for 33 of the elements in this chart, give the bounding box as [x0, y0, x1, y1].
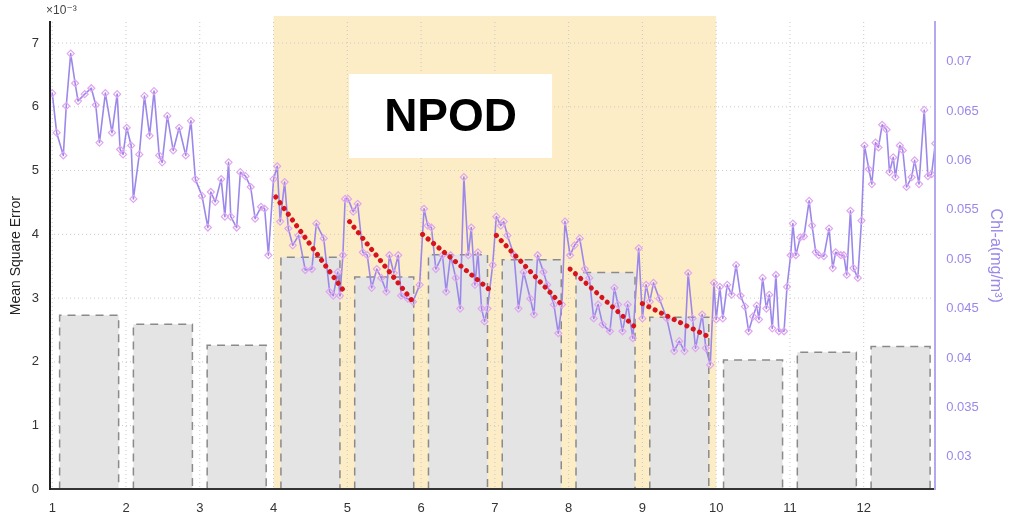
- y2-tick-label: 0.035: [946, 398, 979, 414]
- x-tick-label: 4: [269, 499, 278, 515]
- y2-tick-label: 0.05: [946, 250, 972, 266]
- y-axis-title: Mean Square Error: [7, 195, 24, 316]
- y-tick-label: 2: [31, 353, 40, 369]
- y2-tick-label: 0.03: [946, 448, 972, 464]
- band-label: NPOD: [384, 88, 518, 141]
- x-tick-label: 3: [196, 499, 204, 515]
- y-tick-label: 4: [31, 225, 40, 241]
- x-tick-label: 10: [708, 499, 724, 515]
- y2-tick-label: 0.04: [946, 349, 972, 365]
- x-tick-label: 11: [783, 499, 797, 515]
- x-tick-label: 5: [343, 499, 351, 515]
- y2-tick-label: 0.07: [946, 53, 972, 69]
- y-tick-label: 7: [31, 34, 40, 50]
- y-tick-label: 0: [31, 480, 40, 496]
- x-tick-label: 9: [638, 499, 647, 515]
- text: ×10⁻³: [46, 3, 77, 18]
- y-tick-label: 6: [31, 98, 40, 114]
- y2-tick-label: 0.065: [946, 102, 979, 118]
- y-tick-label: 1: [31, 417, 40, 433]
- x-tick-label: 6: [417, 499, 425, 515]
- y-tick-label: 5: [31, 162, 40, 178]
- y-tick-label: 3: [31, 289, 40, 305]
- x-tick-label: 7: [491, 499, 499, 515]
- x-tick-label: 1: [48, 499, 56, 515]
- y2-tick-label: 0.055: [946, 201, 979, 217]
- y2-axis-title: Chl-a(mg/m³): [987, 208, 1005, 303]
- y2-tick-label: 0.06: [946, 151, 972, 167]
- y2-tick-label: 0.045: [946, 300, 979, 316]
- x-tick-label: 12: [856, 499, 871, 515]
- x-tick-label: 8: [565, 499, 573, 515]
- x-tick-label: 2: [122, 499, 130, 515]
